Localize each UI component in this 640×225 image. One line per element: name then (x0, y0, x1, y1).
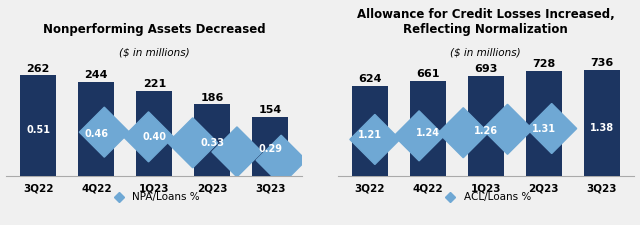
Polygon shape (168, 118, 218, 168)
Bar (468, 76, 504, 176)
Text: 0.46: 0.46 (84, 128, 108, 139)
Text: Nonperforming Assets Decreased: Nonperforming Assets Decreased (43, 22, 266, 36)
Text: 693: 693 (474, 64, 497, 74)
Polygon shape (438, 108, 488, 158)
Text: ($ in millions): ($ in millions) (451, 47, 521, 57)
Bar (410, 81, 445, 176)
Text: 0.33: 0.33 (200, 138, 225, 148)
Polygon shape (212, 127, 262, 177)
Text: 1.38: 1.38 (589, 123, 614, 133)
Text: 661: 661 (416, 69, 440, 79)
Polygon shape (256, 135, 306, 185)
Text: 1.31: 1.31 (532, 124, 556, 133)
Legend: NPA/Loans %: NPA/Loans % (109, 192, 200, 202)
Text: 262: 262 (27, 64, 50, 74)
Polygon shape (394, 111, 444, 161)
Bar (78, 82, 115, 176)
Text: 154: 154 (259, 105, 282, 115)
Bar (136, 91, 172, 176)
Text: 1.26: 1.26 (474, 126, 498, 136)
Text: 1.21: 1.21 (358, 130, 381, 140)
Bar (20, 75, 56, 176)
Text: 221: 221 (143, 79, 166, 89)
Bar (525, 71, 562, 176)
Bar (584, 70, 620, 176)
Polygon shape (124, 112, 173, 162)
Text: ($ in millions): ($ in millions) (119, 47, 189, 57)
Bar (195, 104, 230, 176)
Polygon shape (79, 107, 129, 157)
Text: 0.51: 0.51 (26, 125, 51, 135)
Text: 186: 186 (201, 93, 224, 103)
Text: 1.24: 1.24 (415, 128, 440, 138)
Text: 244: 244 (84, 70, 108, 81)
Legend: ACL/Loans %: ACL/Loans % (440, 192, 531, 202)
Polygon shape (527, 104, 577, 153)
Text: 624: 624 (358, 74, 381, 84)
Text: Allowance for Credit Losses Increased,
Reflecting Normalization: Allowance for Credit Losses Increased, R… (357, 7, 614, 36)
Polygon shape (483, 104, 532, 154)
Bar (252, 117, 289, 176)
Bar (351, 86, 388, 176)
Text: 728: 728 (532, 59, 556, 69)
Text: 736: 736 (590, 58, 613, 68)
Text: 0.40: 0.40 (142, 133, 166, 142)
Text: 0.29: 0.29 (259, 144, 282, 154)
Polygon shape (350, 115, 400, 164)
